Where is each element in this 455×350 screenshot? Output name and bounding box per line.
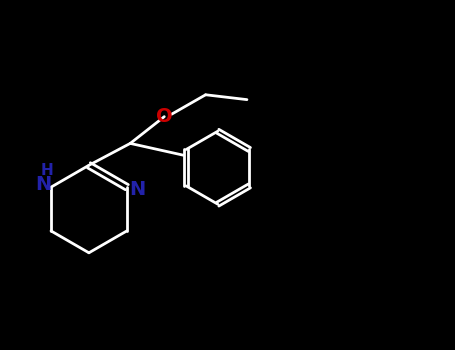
Text: N: N [129, 180, 146, 199]
Text: H: H [41, 163, 54, 178]
Text: N: N [35, 175, 52, 194]
Text: O: O [156, 107, 172, 126]
